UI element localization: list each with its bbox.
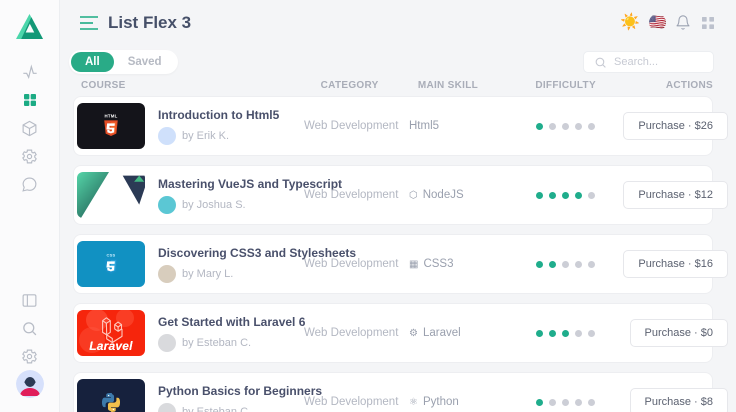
svg-text:CSS: CSS — [107, 252, 116, 257]
svg-text:HTML: HTML — [105, 113, 118, 118]
